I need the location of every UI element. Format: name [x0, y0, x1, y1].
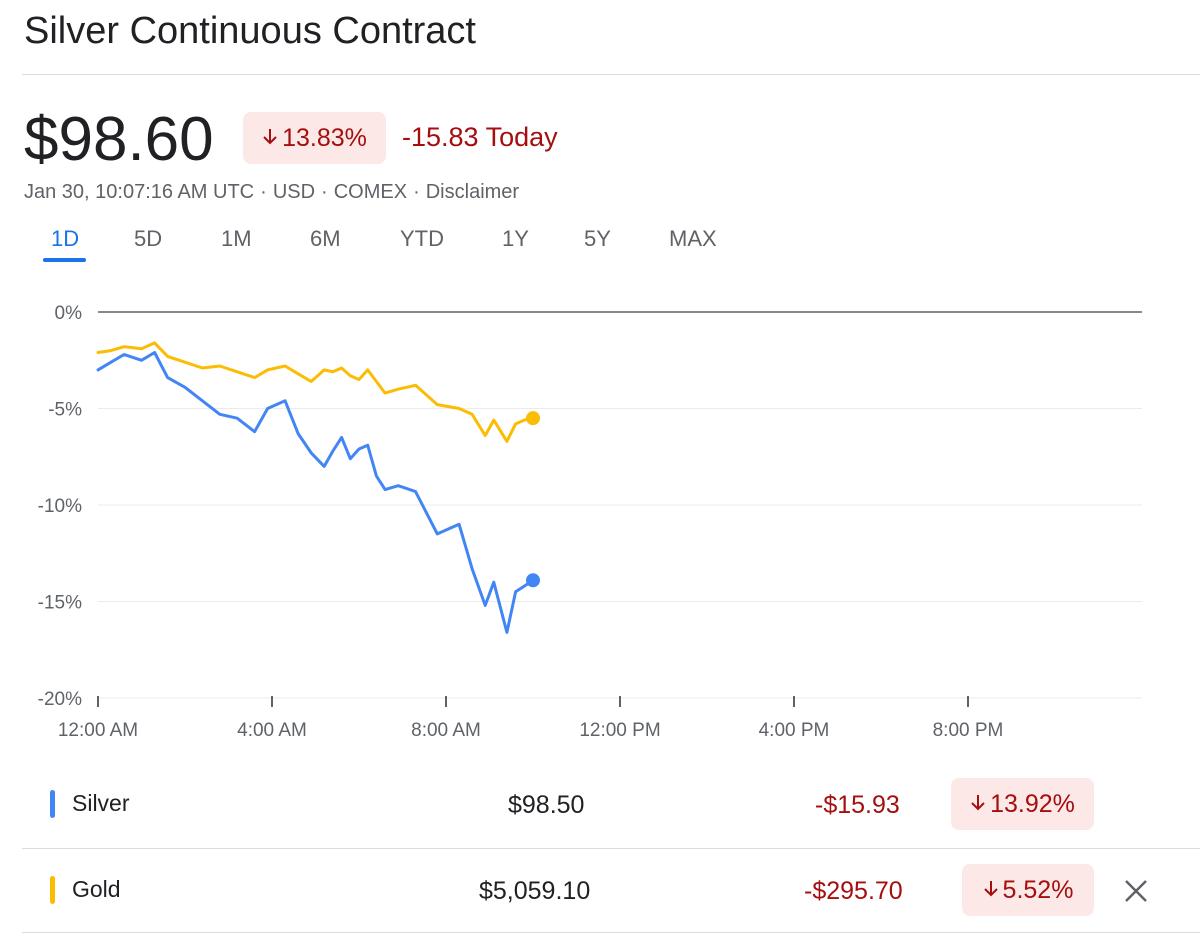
- row-price: $98.50: [508, 791, 585, 819]
- x-tick-label: 12:00 AM: [58, 720, 138, 741]
- tab-1y[interactable]: 1Y: [502, 226, 529, 251]
- tab-5y[interactable]: 5Y: [584, 226, 611, 251]
- meta-separator: ·: [260, 181, 267, 203]
- series-color-bar: [50, 790, 55, 818]
- tab-ytd[interactable]: YTD: [400, 226, 444, 251]
- x-tick-label: 8:00 AM: [411, 720, 481, 741]
- row-change: -$15.93: [815, 791, 900, 819]
- tab-6m[interactable]: 6M: [310, 226, 341, 251]
- series-color-bar: [50, 876, 55, 904]
- page-title: Silver Continuous Contract: [24, 10, 476, 52]
- x-tick-label: 4:00 PM: [759, 720, 830, 741]
- row-percent-value: 5.52%: [1002, 875, 1074, 904]
- range-tabs: 1D 5D 1M 6M YTD 1Y 5Y MAX: [0, 226, 800, 266]
- table-row[interactable]: Silver $98.50 -$15.93 13.92%: [0, 762, 1200, 846]
- tab-1m[interactable]: 1M: [221, 226, 252, 251]
- series-line-gold: [96, 341, 535, 443]
- y-tick-label: -15%: [38, 593, 82, 614]
- series-line-silver: [96, 351, 535, 634]
- arrow-down-icon: [983, 876, 999, 905]
- quote-meta: Jan 30, 10:07:16 AM UTC · USD · COMEX · Discla…: [24, 181, 519, 204]
- meta-separator: ·: [321, 181, 328, 203]
- close-icon[interactable]: [1120, 875, 1152, 907]
- change-percent-badge: 13.83%: [243, 112, 386, 164]
- tab-1d[interactable]: 1D: [51, 226, 80, 251]
- y-tick-label: -5%: [48, 400, 82, 421]
- row-divider: [22, 848, 1200, 849]
- row-divider: [22, 932, 1200, 933]
- active-tab-indicator: [43, 258, 86, 262]
- arrow-down-icon: [262, 124, 278, 153]
- row-name: Gold: [72, 876, 121, 902]
- table-row[interactable]: Gold $5,059.10 -$295.70 5.52%: [0, 848, 1200, 932]
- current-price: $98.60: [24, 105, 214, 174]
- meta-exchange: COMEX: [333, 181, 408, 203]
- meta-date: Jan 30, 10:07:16 AM UTC: [24, 181, 255, 203]
- header-divider: [22, 74, 1200, 75]
- series-endpoint-gold: [526, 411, 540, 426]
- row-price: $5,059.10: [479, 877, 591, 905]
- y-tick-label: 0%: [55, 303, 83, 324]
- change-percent-value: 13.83%: [282, 123, 367, 152]
- row-percent-badge: 5.52%: [962, 864, 1094, 916]
- disclaimer-link[interactable]: Disclaimer: [425, 181, 520, 203]
- row-percent-value: 13.92%: [990, 789, 1075, 818]
- x-tick-label: 8:00 PM: [933, 720, 1004, 741]
- tab-max[interactable]: MAX: [669, 226, 717, 251]
- tab-5d[interactable]: 5D: [134, 226, 163, 251]
- x-tick-label: 12:00 PM: [579, 720, 660, 741]
- meta-currency: USD: [272, 181, 316, 203]
- arrow-down-icon: [970, 790, 986, 819]
- x-tick-label: 4:00 AM: [237, 720, 307, 741]
- row-change: -$295.70: [804, 877, 903, 905]
- row-name: Silver: [72, 790, 130, 816]
- y-tick-label: -20%: [38, 689, 82, 710]
- change-today: -15.83 Today: [402, 122, 558, 152]
- row-percent-badge: 13.92%: [951, 778, 1094, 830]
- meta-separator: ·: [413, 181, 420, 203]
- price-chart: 0% -5% -10% -15% -20% 12:00 AM 4:00 AM 8:00 AM 1…: [38, 303, 1142, 741]
- series-endpoint-silver: [526, 573, 540, 588]
- y-tick-label: -10%: [38, 496, 82, 517]
